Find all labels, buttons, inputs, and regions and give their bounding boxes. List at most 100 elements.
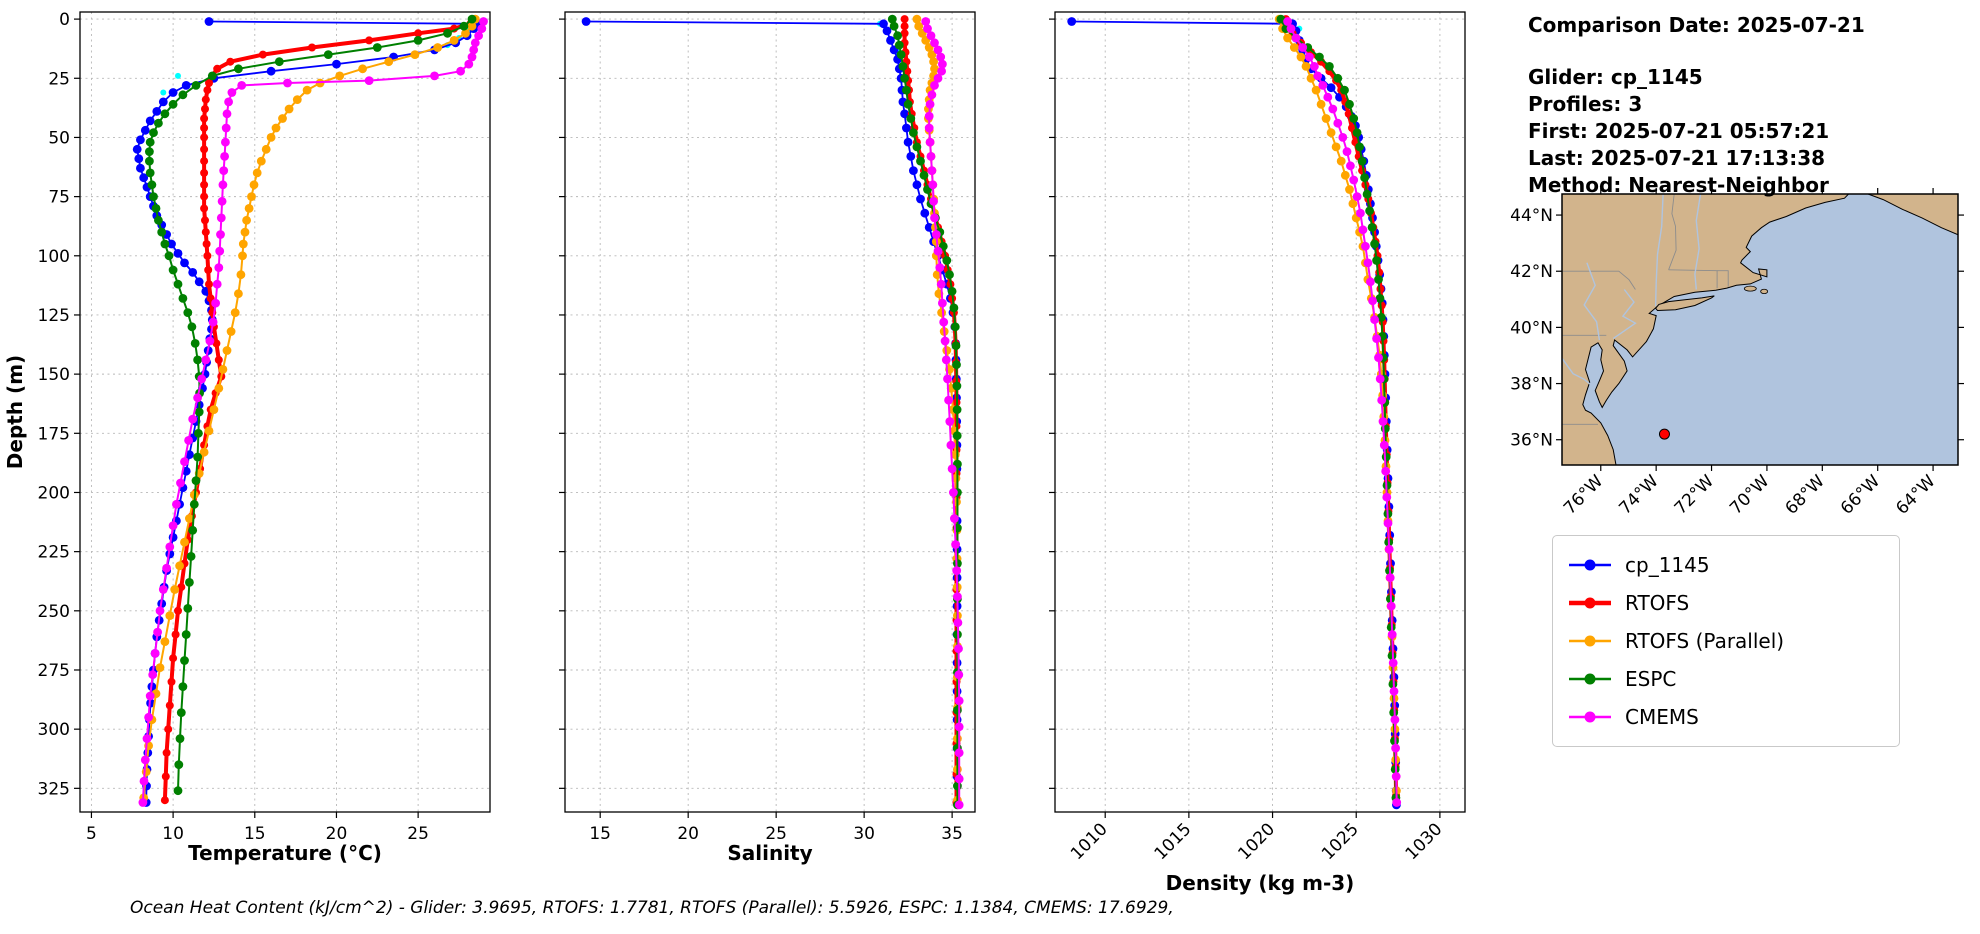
- RTOFS_Parallel-marker: [209, 405, 219, 414]
- map-lat-tick-label: 40°N: [1510, 318, 1553, 338]
- CMEMS-marker: [205, 336, 215, 346]
- series-CMEMS: [138, 17, 488, 807]
- river: [1654, 193, 1664, 307]
- ESPC-marker: [145, 147, 154, 157]
- CMEMS-marker: [1388, 658, 1398, 668]
- ESPC-marker: [154, 215, 163, 225]
- legend-item-rtofs: RTOFS: [1567, 584, 1885, 622]
- CMEMS-marker: [1349, 175, 1359, 185]
- ocean-heat-content-caption: Ocean Heat Content (kJ/cm^2) - Glider: 3…: [130, 898, 1174, 918]
- x-axis-label: Temperature (°C): [188, 841, 382, 865]
- CMEMS-marker: [935, 263, 945, 272]
- series-cp_1145: [581, 17, 962, 807]
- RTOFS_Parallel-marker: [461, 28, 470, 38]
- series-ESPC: [145, 14, 477, 796]
- CMEMS-marker: [227, 88, 237, 97]
- ESPC-marker: [183, 308, 193, 317]
- RTOFS_Parallel-marker: [1301, 62, 1311, 71]
- CMEMS-marker: [172, 499, 181, 509]
- ESPC-marker: [207, 71, 217, 81]
- ESPC-marker: [151, 204, 161, 213]
- ESPC-marker: [952, 381, 962, 391]
- ESPC-marker: [1355, 142, 1364, 152]
- CMEMS-marker: [1342, 147, 1352, 157]
- x-tick-label: 1015: [1151, 819, 1196, 864]
- RTOFS-marker: [161, 772, 170, 781]
- RTOFS_Parallel-marker: [927, 50, 937, 59]
- RTOFS-marker: [200, 180, 209, 189]
- RTOFS_Parallel-marker: [929, 57, 938, 67]
- cp_1145-marker: [902, 123, 911, 133]
- CMEMS-marker: [944, 395, 953, 405]
- ESPC-marker: [1365, 206, 1374, 216]
- state-border: [1668, 269, 1718, 289]
- CMEMS-marker: [217, 196, 227, 206]
- CMEMS-marker: [954, 774, 964, 784]
- CMEMS-marker: [1305, 52, 1314, 62]
- CMEMS-marker: [212, 279, 222, 289]
- ESPC-marker: [898, 62, 908, 71]
- RTOFS-marker: [414, 29, 423, 38]
- glider-location-marker: [1658, 428, 1670, 440]
- RTOFS_Parallel-marker: [335, 71, 345, 81]
- CMEMS-marker: [926, 31, 936, 41]
- ESPC-marker: [147, 180, 157, 190]
- CMEMS-marker: [218, 180, 228, 190]
- cp_1145-marker: [139, 173, 149, 183]
- RTOFS_Parallel-marker: [1326, 128, 1336, 138]
- series-RTOFS_Parallel: [139, 14, 480, 803]
- RTOFS-marker: [900, 29, 909, 38]
- CMEMS-marker: [1379, 440, 1389, 450]
- CMEMS-marker: [176, 478, 185, 488]
- legend-item-rtofs-parallel-: RTOFS (Parallel): [1567, 622, 1885, 660]
- land-mainland: [1561, 193, 1850, 466]
- CMEMS-marker: [937, 66, 946, 76]
- RTOFS_Parallel-marker: [1316, 99, 1326, 109]
- ESPC-marker: [945, 270, 954, 280]
- ESPC-marker: [193, 355, 203, 365]
- RTOFS_Parallel-marker: [358, 64, 367, 74]
- x-tick-label: 25: [765, 824, 787, 844]
- ESPC-marker: [902, 85, 911, 95]
- ESPC-marker: [942, 256, 952, 265]
- ESPC-marker: [193, 452, 203, 462]
- ESPC-marker: [187, 322, 197, 332]
- legend: cp_1145 RTOFS RTOFS (Parallel) ESPC CMEMS: [1552, 535, 1900, 747]
- CMEMS-marker: [165, 542, 175, 552]
- RTOFS-marker: [162, 748, 171, 757]
- CMEMS-marker: [940, 336, 950, 346]
- plot-frame: [564, 11, 976, 813]
- ESPC-marker: [323, 50, 333, 59]
- CMEMS-marker: [936, 52, 946, 62]
- RTOFS_Parallel-marker: [930, 64, 939, 74]
- CMEMS-marker: [1358, 225, 1368, 235]
- ESPC-marker: [912, 142, 922, 152]
- y-tick-label: 200: [38, 483, 70, 503]
- ESPC-marker: [459, 21, 469, 31]
- x-tick-label: 35: [941, 824, 963, 844]
- CMEMS-marker: [140, 755, 150, 765]
- ESPC-marker: [189, 499, 199, 509]
- ESPC-marker: [1381, 452, 1391, 462]
- CMEMS-marker: [946, 440, 956, 450]
- cp_1145-marker: [924, 223, 934, 232]
- ESPC-marker: [191, 81, 201, 90]
- CMEMS-marker: [474, 31, 483, 41]
- ESPC-marker: [1357, 156, 1367, 166]
- ESPC-marker: [413, 36, 423, 45]
- CMEMS-marker: [214, 263, 224, 272]
- RTOFS_Parallel-marker: [244, 204, 254, 213]
- ESPC-marker: [160, 109, 170, 119]
- CMEMS-marker: [215, 246, 225, 256]
- CMEMS-marker: [925, 137, 935, 147]
- CMEMS-marker: [933, 246, 943, 256]
- location-map: 76°W 74°W 72°W 70°W 68°W 66°W 64°W 44°N 42°N 40°N…: [1510, 188, 1964, 519]
- CMEMS-marker: [939, 317, 949, 327]
- cp_1145-marker: [132, 144, 142, 154]
- CMEMS-marker: [1381, 466, 1391, 476]
- RTOFS-marker: [200, 133, 209, 142]
- ESPC-marker: [154, 118, 163, 128]
- CMEMS-marker: [1333, 118, 1343, 128]
- RTOFS_Parallel-marker: [160, 637, 170, 646]
